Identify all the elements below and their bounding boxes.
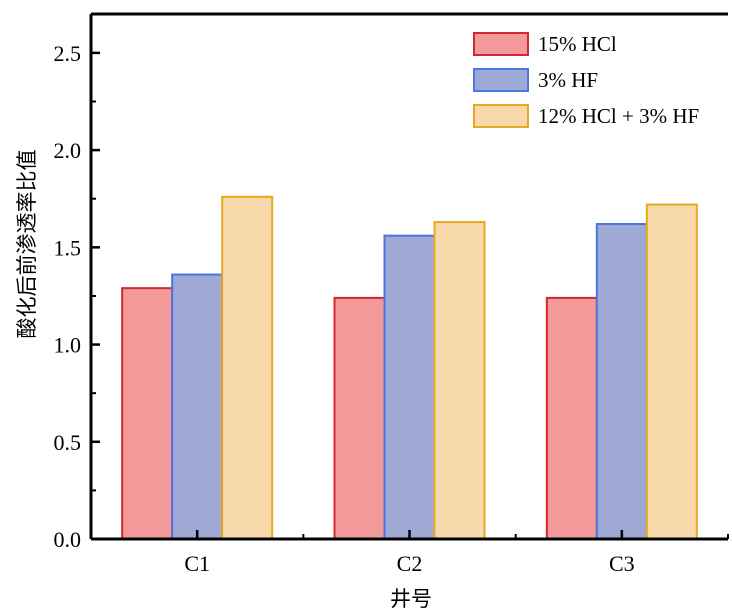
legend-label-1: 15% HCl: [538, 32, 617, 56]
bar-c3-series-1: [545, 296, 598, 540]
legend-label-3: 12% HCl + 3% HF: [538, 104, 699, 128]
legend-swatch-3: [473, 104, 529, 128]
y-tick-label: 0.0: [54, 527, 82, 552]
x-tick-label: C1: [184, 551, 210, 576]
y-tick-label: 2.0: [54, 138, 82, 163]
bar-c2-series-2: [383, 234, 436, 541]
x-tick-label: C3: [609, 551, 635, 576]
bars-group: [121, 195, 698, 541]
x-axis-label: 井号: [390, 587, 432, 611]
y-tick-label: 0.5: [54, 430, 82, 455]
y-axis-label: 酸化后前渗透率比值: [15, 150, 39, 339]
x-tick-label: C2: [397, 551, 423, 576]
y-tick-label: 2.5: [54, 41, 82, 66]
y-tick-label: 1.5: [54, 235, 82, 260]
bar-c2-series-3: [433, 221, 486, 541]
axes-group: 0.0 0.5 1.0 1.5 2.0 2.5 C1 C2 C3: [54, 12, 729, 576]
legend-swatch-2: [473, 68, 529, 92]
y-tick-label: 1.0: [54, 333, 82, 358]
bar-c1-series-1: [121, 287, 174, 540]
legend-label-2: 3% HF: [538, 68, 598, 92]
legend: 15% HCl 3% HF 12% HCl + 3% HF: [473, 32, 699, 128]
bar-c1-series-2: [171, 273, 224, 540]
bar-c3-series-3: [645, 203, 698, 541]
bar-c2-series-1: [333, 296, 386, 540]
bar-c3-series-2: [595, 223, 648, 540]
legend-swatch-1: [473, 32, 529, 56]
bar-c1-series-3: [221, 195, 274, 540]
